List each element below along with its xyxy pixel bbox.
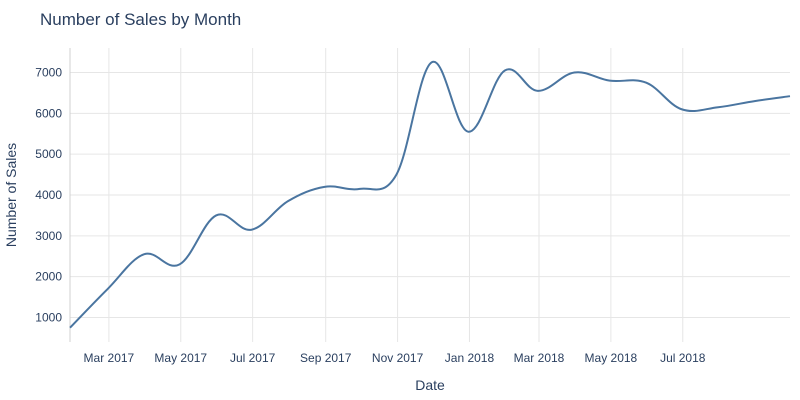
- data-point: [249, 228, 253, 232]
- x-axis-title: Date: [415, 377, 445, 393]
- x-tick-label: May 2018: [585, 351, 638, 365]
- data-point: [286, 199, 290, 203]
- y-tick-label: 7000: [35, 66, 62, 80]
- x-tick-label: Jan 2018: [445, 351, 495, 365]
- data-point: [680, 107, 684, 111]
- y-tick-label: 5000: [35, 147, 62, 161]
- x-tick-label: Mar 2017: [84, 351, 135, 365]
- data-point: [106, 287, 110, 291]
- data-point: [644, 81, 648, 85]
- series-line: [69, 61, 791, 329]
- series-layer: [68, 60, 792, 330]
- data-point: [214, 213, 218, 217]
- data-point: [430, 60, 434, 64]
- data-point: [178, 262, 182, 266]
- data-point: [358, 187, 362, 191]
- y-tick-label: 3000: [35, 229, 62, 243]
- data-point: [142, 252, 146, 256]
- x-tick-label: Nov 2017: [372, 351, 424, 365]
- x-tick-label: Jul 2017: [230, 351, 276, 365]
- y-tick-label: 6000: [35, 106, 62, 120]
- y-tick-label: 4000: [35, 188, 62, 202]
- data-point: [753, 99, 757, 103]
- data-point: [503, 68, 507, 72]
- data-point: [68, 326, 72, 330]
- data-point: [572, 71, 576, 75]
- y-axis-title: Number of Sales: [3, 143, 19, 247]
- data-point: [394, 173, 398, 177]
- data-point: [323, 185, 327, 189]
- data-point: [788, 94, 792, 98]
- x-tick-label: May 2017: [154, 351, 207, 365]
- data-point: [466, 130, 470, 134]
- data-point: [608, 79, 612, 83]
- y-tick-label: 1000: [35, 311, 62, 325]
- data-point: [536, 89, 540, 93]
- y-tick-label: 2000: [35, 270, 62, 284]
- chart-title: Number of Sales by Month: [40, 10, 241, 29]
- x-tick-label: Jul 2018: [660, 351, 706, 365]
- tick-layer: 1000 2000 3000 4000 5000 6000 7000 Mar 2017 May …: [35, 66, 705, 366]
- data-point: [716, 105, 720, 109]
- grid-layer: [69, 48, 790, 342]
- x-tick-label: Mar 2018: [514, 351, 565, 365]
- x-tick-label: Sep 2017: [300, 351, 352, 365]
